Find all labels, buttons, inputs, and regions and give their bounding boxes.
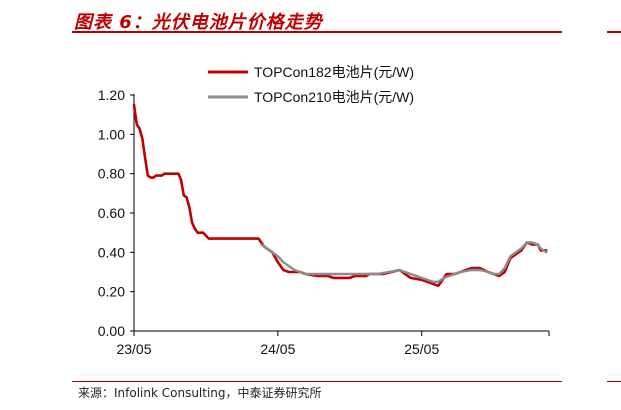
y-tick-label: 0.40 bbox=[98, 244, 125, 260]
y-tick-label: 0.60 bbox=[98, 205, 125, 221]
chart-legend: TOPCon182电池片(元/W) TOPCon210电池片(元/W) bbox=[208, 64, 414, 105]
chart-title: 图表 6：光伏电池片价格走势 bbox=[74, 12, 323, 33]
legend-label-topcon182: TOPCon182电池片(元/W) bbox=[254, 64, 414, 80]
chart-axes: 0.00 0.20 0.40 0.60 0.80 1.00 1.20 23/05 24/05 25… bbox=[98, 87, 550, 357]
line-chart: 0.00 0.20 0.40 0.60 0.80 1.00 1.20 23/05 24/05 25… bbox=[98, 64, 550, 357]
x-tick-label: 23/05 bbox=[116, 341, 151, 357]
adjacent-page-divider bbox=[607, 31, 621, 33]
series-line-topcon210 bbox=[260, 241, 548, 283]
x-tick-label: 24/05 bbox=[260, 341, 295, 357]
x-tick-label: 25/05 bbox=[404, 341, 439, 357]
chart-series bbox=[132, 103, 548, 288]
series-line-topcon182 bbox=[132, 103, 548, 288]
y-tick-label: 1.00 bbox=[98, 126, 125, 142]
source-divider bbox=[72, 381, 562, 382]
y-tick-label: 1.20 bbox=[98, 87, 125, 103]
title-divider bbox=[72, 31, 562, 33]
adjacent-page-divider-low bbox=[607, 381, 621, 382]
y-tick-label: 0.20 bbox=[98, 284, 125, 300]
source-note: 来源：Infolink Consulting，中泰证券研究所 bbox=[78, 386, 322, 400]
y-tick-label: 0.80 bbox=[98, 166, 125, 182]
legend-label-topcon210: TOPCon210电池片(元/W) bbox=[254, 89, 414, 105]
chart-title-bar: 图表 6：光伏电池片价格走势 bbox=[72, 6, 562, 33]
y-tick-label: 0.00 bbox=[98, 323, 125, 339]
